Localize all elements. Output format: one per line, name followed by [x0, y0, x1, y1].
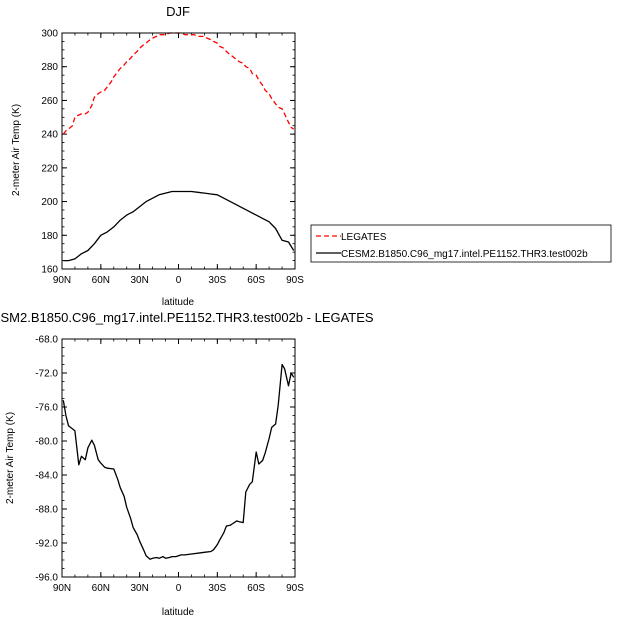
y-tick-label: 280 [41, 62, 58, 73]
series-line-0 [62, 32, 295, 135]
y-tick-label: 160 [41, 265, 58, 276]
y-tick-label: -76.0 [35, 403, 58, 414]
y-tick-label: 240 [41, 130, 58, 141]
x-axis-label: latitude [162, 607, 195, 618]
plot-frame [61, 32, 296, 270]
y-tick-label: 260 [41, 96, 58, 107]
x-tick-label: 30S [208, 583, 226, 594]
y-tick-label: -92.0 [35, 539, 58, 550]
x-tick-label: 90N [53, 275, 71, 286]
y-tick-label: -72.0 [35, 369, 58, 380]
chart-title: DJF [166, 4, 190, 19]
plot-frame [61, 338, 296, 578]
y-tick-label: 300 [41, 29, 58, 40]
x-tick-label: 90S [286, 275, 304, 286]
plot-area: 90N 60N 30N 0 30S 60S 90S -96.0 -92.0 -88.0 -84.0 -… [35, 335, 304, 595]
y-tick-label: -84.0 [35, 471, 58, 482]
bottom-panel: CESM2.B1850.C96_mg17.intel.PE1152.THR3.t… [0, 310, 374, 618]
x-tick-label: 0 [176, 583, 182, 594]
series-line-0 [62, 363, 295, 560]
y-tick-label: -96.0 [35, 573, 58, 584]
x-tick-label: 30N [130, 275, 148, 286]
y-tick-label: 220 [41, 163, 58, 174]
chart-title: CESM2.B1850.C96_mg17.intel.PE1152.THR3.t… [0, 310, 374, 325]
legend: LEGATES CESM2.B1850.C96_mg17.intel.PE115… [310, 224, 612, 263]
y-tick-label: 200 [41, 197, 58, 208]
x-tick-label: 30N [130, 583, 148, 594]
x-tick-label: 60N [92, 583, 110, 594]
legend-label-legates: LEGATES [341, 232, 387, 243]
x-tick-label: 90N [53, 583, 71, 594]
x-tick-label: 0 [176, 275, 182, 286]
y-axis-label: 2-meter Air Temp (K) [11, 104, 22, 196]
y-axis-label: 2-meter Air Temp (K) [5, 412, 16, 504]
plot-area: 90N 60N 30N 0 30S 60S 90S 160 180 200 220 240 260 280… [41, 29, 304, 287]
x-tick-label: 60S [247, 275, 265, 286]
series-line-1 [63, 190, 295, 262]
legend-label-model: CESM2.B1850.C96_mg17.intel.PE1152.THR3.t… [341, 249, 588, 260]
x-tick-label: 60N [92, 275, 110, 286]
y-tick-label: -80.0 [35, 437, 58, 448]
y-tick-label: 180 [41, 231, 58, 242]
y-tick-label: -88.0 [35, 505, 58, 516]
y-tick-label: -68.0 [35, 335, 58, 346]
x-tick-label: 90S [286, 583, 304, 594]
x-axis-label: latitude [162, 297, 195, 308]
top-panel: DJF 2-meter Air Temp (K) latitude 90N 60N… [11, 4, 304, 308]
x-tick-label: 30S [208, 275, 226, 286]
x-tick-label: 60S [247, 583, 265, 594]
legend-box [310, 224, 612, 263]
